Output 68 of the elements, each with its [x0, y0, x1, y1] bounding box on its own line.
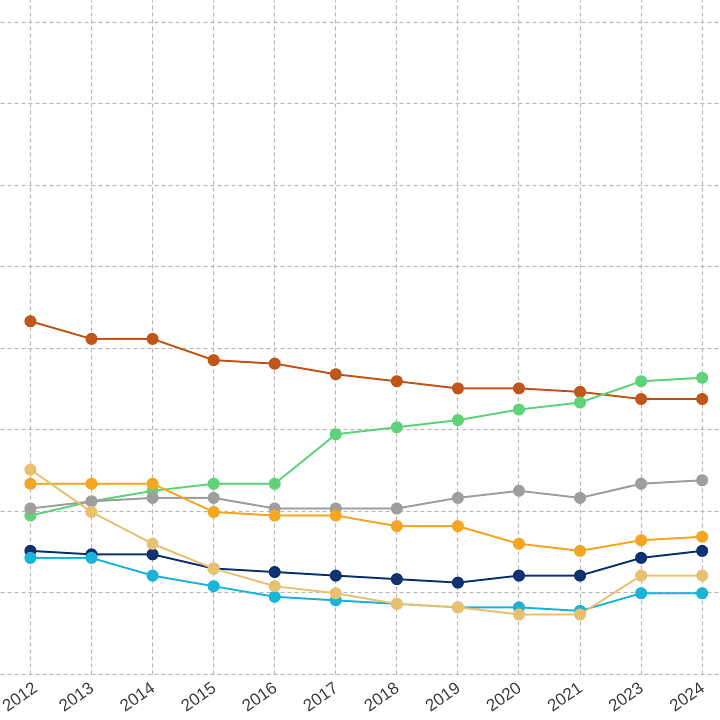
point — [24, 464, 36, 476]
point — [696, 530, 708, 543]
point — [635, 534, 648, 546]
point — [330, 510, 342, 522]
point — [574, 544, 586, 557]
point — [390, 573, 403, 586]
point — [696, 372, 708, 384]
point — [268, 510, 281, 522]
point — [268, 580, 281, 592]
point — [574, 396, 586, 408]
point — [330, 368, 342, 380]
point — [208, 492, 220, 504]
point — [268, 478, 281, 490]
point — [512, 484, 525, 497]
point — [330, 587, 342, 600]
point — [574, 492, 586, 504]
point — [146, 548, 159, 560]
point — [635, 375, 648, 388]
point — [390, 421, 403, 434]
point — [635, 392, 648, 405]
point — [452, 492, 464, 504]
point — [390, 520, 403, 532]
point — [146, 492, 159, 504]
point — [512, 404, 525, 416]
point — [330, 570, 342, 582]
point — [146, 538, 159, 550]
point — [696, 570, 708, 582]
point — [24, 315, 36, 328]
point — [208, 580, 220, 592]
point — [635, 570, 648, 582]
point — [24, 502, 36, 514]
point — [512, 382, 525, 394]
point — [330, 428, 342, 440]
point — [696, 474, 708, 486]
point — [85, 552, 98, 564]
point — [24, 552, 36, 564]
point — [512, 608, 525, 620]
point — [268, 358, 281, 370]
point — [268, 590, 281, 603]
point — [635, 587, 648, 600]
point — [696, 544, 708, 557]
point — [146, 478, 159, 490]
point — [208, 478, 220, 490]
point — [696, 392, 708, 405]
point — [635, 552, 648, 564]
point — [390, 502, 403, 514]
point — [24, 478, 36, 490]
point — [390, 375, 403, 388]
point — [146, 332, 159, 345]
point — [635, 478, 648, 490]
point — [574, 570, 586, 582]
point — [512, 538, 525, 550]
point — [208, 506, 220, 518]
point — [85, 478, 98, 490]
point — [574, 386, 586, 398]
point — [452, 576, 464, 589]
x-tick-label: 2021 — [544, 678, 586, 716]
point — [512, 570, 525, 582]
point — [574, 608, 586, 620]
point — [452, 414, 464, 426]
point — [696, 587, 708, 600]
point — [452, 520, 464, 532]
point — [85, 506, 98, 518]
point — [452, 382, 464, 394]
point — [146, 570, 159, 582]
point — [85, 332, 98, 345]
point — [268, 566, 281, 578]
point — [208, 354, 220, 366]
